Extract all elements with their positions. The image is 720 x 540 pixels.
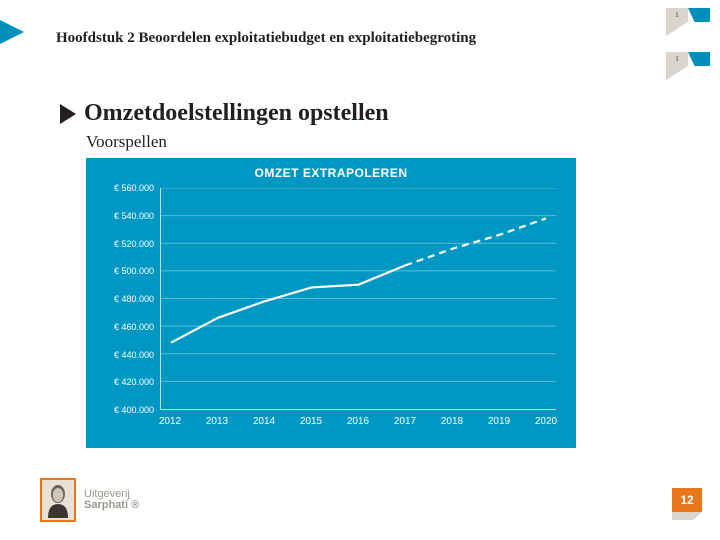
x-axis-label: 2012 — [148, 416, 192, 427]
y-axis-label: € 480.000 — [94, 294, 154, 304]
page-number-shadow — [672, 512, 702, 520]
chart-title: OMZET EXTRAPOLEREN — [86, 158, 576, 186]
page-number: 12 — [672, 488, 702, 512]
chart-container: OMZET EXTRAPOLEREN € 560.000 € 540.000 € 5… — [86, 158, 576, 448]
y-axis-label: € 400.000 — [94, 405, 154, 415]
corner-decor-2: 1 — [666, 52, 710, 80]
slide-accent-triangle — [0, 20, 24, 44]
y-axis-label: € 460.000 — [94, 322, 154, 332]
subtitle: Voorspellen — [86, 132, 167, 152]
chapter-title: Hoofdstuk 2 Beoordelen exploitatiebudget… — [56, 30, 476, 47]
x-axis-label: 2013 — [195, 416, 239, 427]
play-triangle-icon — [60, 104, 76, 124]
x-axis-label: 2016 — [336, 416, 380, 427]
x-axis-label: 2017 — [383, 416, 427, 427]
section-heading: Omzetdoelstellingen opstellen — [60, 100, 389, 127]
corner-num-1: 1 — [666, 8, 688, 22]
x-axis-label: 2020 — [524, 416, 568, 427]
section-title: Omzetdoelstellingen opstellen — [84, 100, 389, 127]
y-axis-label: € 440.000 — [94, 350, 154, 360]
corner-decor-1: 1 — [666, 8, 710, 36]
x-axis-label: 2014 — [242, 416, 286, 427]
y-axis-label: € 520.000 — [94, 239, 154, 249]
y-axis-label: € 540.000 — [94, 211, 154, 221]
corner-num-1b: 1 — [666, 52, 688, 66]
y-axis-label: € 560.000 — [94, 183, 154, 193]
publisher-block: Uitgeverij Sarphati ® — [40, 478, 139, 522]
chart-plot-area — [160, 188, 556, 410]
y-axis-label: € 420.000 — [94, 377, 154, 387]
publisher-portrait-icon — [40, 478, 76, 522]
publisher-line2: Sarphati ® — [84, 500, 139, 511]
y-axis-label: € 500.000 — [94, 266, 154, 276]
chart-svg — [161, 188, 556, 409]
x-axis-label: 2019 — [477, 416, 521, 427]
x-axis-label: 2018 — [430, 416, 474, 427]
x-axis-label: 2015 — [289, 416, 333, 427]
